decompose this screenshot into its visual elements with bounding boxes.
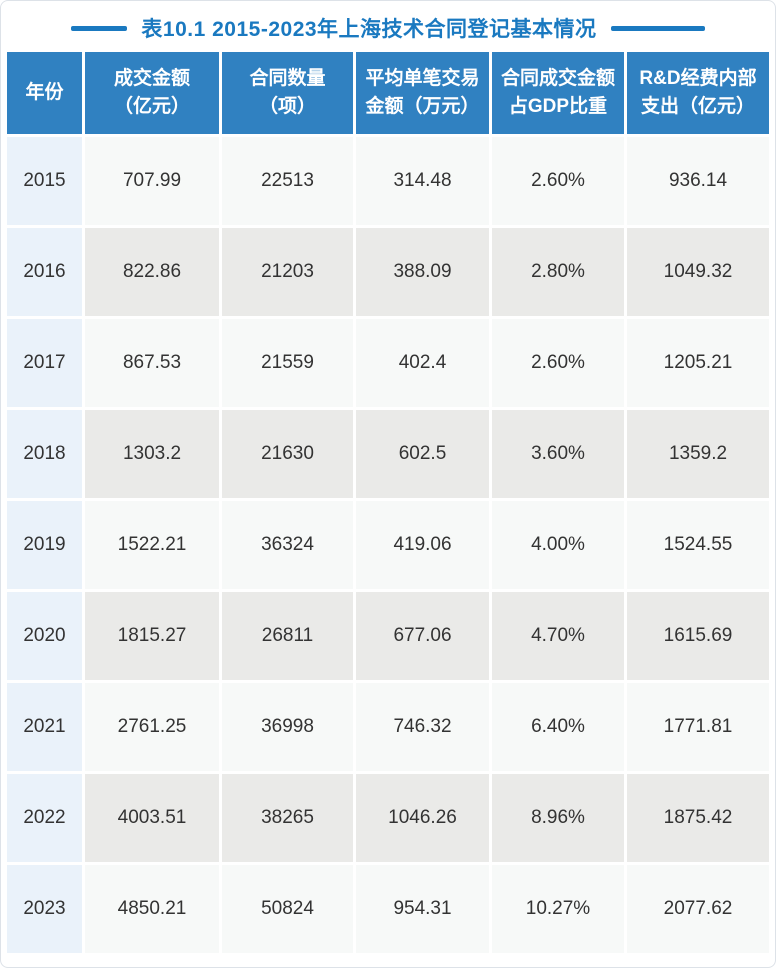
data-cell: 21630 <box>222 410 353 498</box>
table-row: 2023 4850.21 50824 954.31 10.27% 2077.62 <box>7 865 769 953</box>
data-cell: 2077.62 <box>627 865 769 953</box>
header-label: 合同成交金额 <box>500 68 615 90</box>
data-cell: 936.14 <box>627 137 769 225</box>
data-cell: 419.06 <box>356 501 489 589</box>
page-title: 表10.1 2015-2023年上海技术合同登记基本情况 <box>141 18 597 41</box>
title-decoration-line-right <box>610 25 705 31</box>
data-cell: 1205.21 <box>627 319 769 407</box>
data-cell: 402.4 <box>356 319 489 407</box>
data-cell: 314.48 <box>356 137 489 225</box>
data-cell: 707.99 <box>85 137 219 225</box>
table-row: 2016 822.86 21203 388.09 2.80% 1049.32 <box>7 228 769 316</box>
data-cell: 1046.26 <box>356 774 489 862</box>
data-table: 年份 成交金额 （亿元） 合同数量 （项） 平均单笔交易 金额（万元） 合同成交… <box>4 49 772 956</box>
header-row: 年份 成交金额 （亿元） 合同数量 （项） 平均单笔交易 金额（万元） 合同成交… <box>7 52 769 134</box>
year-cell: 2020 <box>7 592 82 680</box>
table-row: 2019 1522.21 36324 419.06 4.00% 1524.55 <box>7 501 769 589</box>
data-cell: 2.60% <box>492 137 624 225</box>
data-cell: 2761.25 <box>85 683 219 771</box>
table-row: 2015 707.99 22513 314.48 2.60% 936.14 <box>7 137 769 225</box>
data-cell: 954.31 <box>356 865 489 953</box>
data-cell: 22513 <box>222 137 353 225</box>
data-cell: 1524.55 <box>627 501 769 589</box>
data-cell: 4850.21 <box>85 865 219 953</box>
header-label: 金额（万元） <box>365 96 480 117</box>
data-cell: 50824 <box>222 865 353 953</box>
table-row: 2021 2761.25 36998 746.32 6.40% 1771.81 <box>7 683 769 771</box>
table-title-row: 表10.1 2015-2023年上海技术合同登记基本情况 <box>1 7 775 49</box>
data-cell: 867.53 <box>85 319 219 407</box>
data-cell: 1815.27 <box>85 592 219 680</box>
table-row: 2020 1815.27 26811 677.06 4.70% 1615.69 <box>7 592 769 680</box>
data-cell: 2.80% <box>492 228 624 316</box>
year-cell: 2023 <box>7 865 82 953</box>
data-cell: 10.27% <box>492 865 624 953</box>
header-label: （亿元） <box>113 96 190 117</box>
year-cell: 2019 <box>7 501 82 589</box>
year-cell: 2016 <box>7 228 82 316</box>
data-cell: 1771.81 <box>627 683 769 771</box>
col-header-avg-transaction: 平均单笔交易 金额（万元） <box>356 52 489 134</box>
data-cell: 36998 <box>222 683 353 771</box>
header-label: 成交金额 <box>113 68 190 90</box>
year-cell: 2017 <box>7 319 82 407</box>
data-cell: 8.96% <box>492 774 624 862</box>
data-cell: 4003.51 <box>85 774 219 862</box>
data-cell: 1303.2 <box>85 410 219 498</box>
data-cell: 1049.32 <box>627 228 769 316</box>
table-row: 2018 1303.2 21630 602.5 3.60% 1359.2 <box>7 410 769 498</box>
header-label: 合同数量 <box>249 68 326 90</box>
header-label: 支出（亿元） <box>640 96 755 117</box>
data-cell: 1615.69 <box>627 592 769 680</box>
header-label: R&D经费内部 <box>639 68 757 90</box>
data-cell: 822.86 <box>85 228 219 316</box>
year-cell: 2022 <box>7 774 82 862</box>
col-header-rd-expenditure: R&D经费内部 支出（亿元） <box>627 52 769 134</box>
col-header-transaction-amount: 成交金额 （亿元） <box>85 52 219 134</box>
data-cell: 21203 <box>222 228 353 316</box>
data-cell: 38265 <box>222 774 353 862</box>
table-body: 2015 707.99 22513 314.48 2.60% 936.14 2016 822.… <box>7 137 769 953</box>
table-row: 2022 4003.51 38265 1046.26 8.96% 1875.42 <box>7 774 769 862</box>
col-header-year: 年份 <box>7 52 82 134</box>
header-label: 年份 <box>25 82 64 104</box>
col-header-gdp-ratio: 合同成交金额 占GDP比重 <box>492 52 624 134</box>
header-label: 平均单笔交易 <box>365 68 480 90</box>
data-cell: 21559 <box>222 319 353 407</box>
data-cell: 3.60% <box>492 410 624 498</box>
data-cell: 1359.2 <box>627 410 769 498</box>
data-cell: 602.5 <box>356 410 489 498</box>
data-cell: 1875.42 <box>627 774 769 862</box>
data-cell: 746.32 <box>356 683 489 771</box>
header-label: （项） <box>258 96 316 117</box>
data-cell: 36324 <box>222 501 353 589</box>
year-cell: 2018 <box>7 410 82 498</box>
data-cell: 2.60% <box>492 319 624 407</box>
col-header-contract-count: 合同数量 （项） <box>222 52 353 134</box>
year-cell: 2015 <box>7 137 82 225</box>
data-cell: 4.00% <box>492 501 624 589</box>
year-cell: 2021 <box>7 683 82 771</box>
data-cell: 6.40% <box>492 683 624 771</box>
data-cell: 388.09 <box>356 228 489 316</box>
data-cell: 677.06 <box>356 592 489 680</box>
data-cell: 4.70% <box>492 592 624 680</box>
data-cell: 26811 <box>222 592 353 680</box>
header-label: 占GDP比重 <box>508 96 608 117</box>
title-decoration-line-left <box>71 25 128 31</box>
data-cell: 1522.21 <box>85 501 219 589</box>
table-row: 2017 867.53 21559 402.4 2.60% 1205.21 <box>7 319 769 407</box>
